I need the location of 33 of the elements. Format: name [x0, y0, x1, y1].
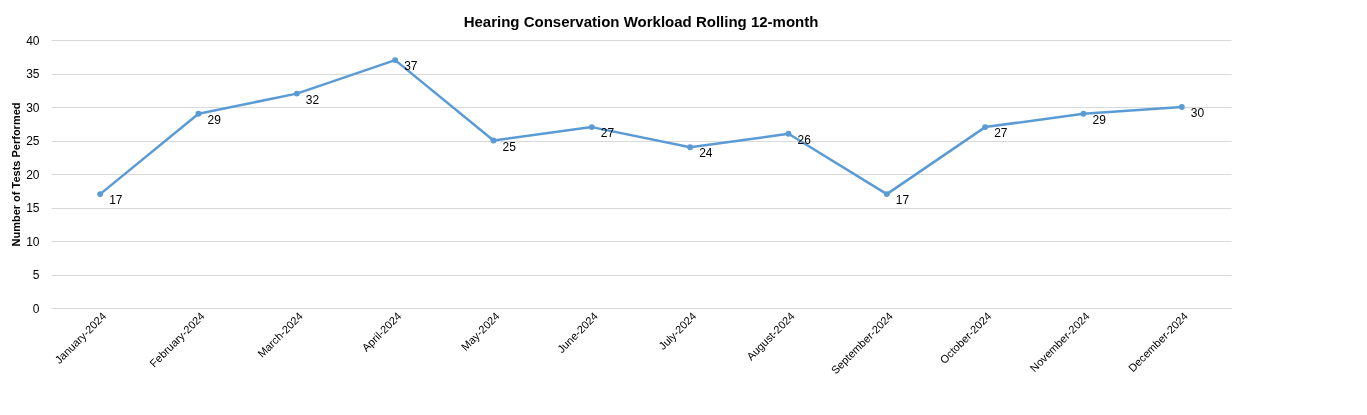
point — [588, 124, 595, 131]
point — [293, 90, 300, 97]
y-tick-label: 25 — [26, 134, 40, 148]
y-tick-label: 40 — [26, 33, 40, 48]
data-label: 32 — [305, 92, 320, 107]
y-axis-title: Number of Tests Performed — [10, 102, 23, 247]
point — [883, 191, 890, 198]
point — [1080, 110, 1087, 117]
data-label: 29 — [1092, 112, 1107, 127]
point — [785, 130, 792, 137]
data-label: 25 — [502, 139, 517, 154]
data-label: 17 — [895, 193, 910, 208]
y-tick-label: 30 — [26, 100, 40, 115]
y-tick-label: 20 — [26, 167, 40, 182]
point — [687, 144, 694, 151]
data-label: 24 — [699, 146, 713, 161]
point — [195, 110, 202, 117]
point — [392, 57, 399, 64]
point — [97, 191, 104, 198]
data-label: 30 — [1190, 106, 1205, 120]
y-tick-label: 0 — [32, 301, 40, 316]
y-tick-label: 15 — [26, 201, 40, 215]
data-label: 37 — [404, 59, 418, 74]
y-tick-label: 10 — [26, 234, 40, 249]
y-tick-label: 5 — [32, 268, 40, 282]
point — [490, 137, 497, 144]
data-label: 17 — [109, 193, 123, 208]
point — [1178, 104, 1185, 110]
data-label: 27 — [994, 126, 1008, 141]
chart-title: Hearing Conservation Workload Rolling 12-month — [463, 13, 819, 30]
point — [982, 124, 989, 131]
data-label: 29 — [207, 112, 222, 127]
y-tick-label: 35 — [26, 67, 40, 81]
